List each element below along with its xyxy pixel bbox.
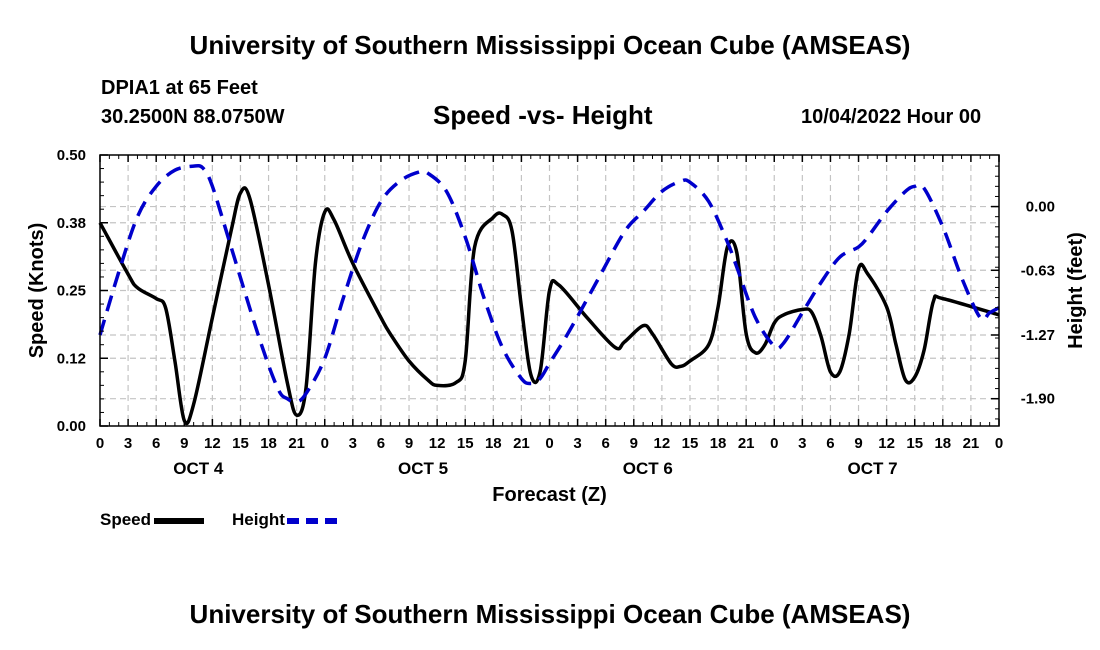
x-tick-label: 3 [573,435,581,452]
footer-title: University of Southern Mississippi Ocean… [189,599,911,629]
x-tick-label: 0 [770,435,778,452]
x-tick-label: 18 [934,435,951,452]
day-label: OCT 6 [623,459,673,478]
x-tick-label: 21 [288,435,305,452]
legend-speed-line-icon [154,517,205,524]
x-tick-label: 6 [826,435,834,452]
x-tick-label: 12 [654,435,671,452]
y-left-tick-label: 0.38 [57,215,86,232]
y-right-tick-label: 0.00 [1026,199,1055,216]
series-line-height [98,163,1000,404]
x-tick-label: 0 [96,435,104,452]
y-left-tick-label: 0.25 [57,283,86,300]
x-tick-label: 0 [545,435,553,452]
day-label: OCT 4 [173,459,224,478]
series-layer [98,163,1000,426]
y-right-tick-label: -1.27 [1021,327,1055,344]
legend-speed: Speed [100,510,205,530]
forecast-run-time: 10/04/2022 Hour 00 [801,106,982,128]
legend-height: Height [232,510,337,530]
x-tick-label: 6 [602,435,610,452]
x-tick-label: 3 [349,435,357,452]
x-tick-label: 9 [180,435,188,452]
station-coordinates: 30.2500N 88.0750W [101,106,285,128]
chart-title: Speed -vs- Height [433,100,653,130]
day-label: OCT 5 [398,459,448,478]
x-tick-label: 21 [513,435,530,452]
y-right-tick-label: -0.63 [1021,262,1055,279]
series-line-speed [98,186,1000,426]
day-label: OCT 7 [848,459,898,478]
legend-height-label: Height [232,510,285,529]
x-tick-label: 3 [798,435,806,452]
x-tick-label: 21 [738,435,755,452]
x-tick-label: 15 [232,435,249,452]
x-tick-label: 12 [429,435,446,452]
x-tick-label: 15 [682,435,699,452]
x-tick-label: 12 [204,435,221,452]
x-tick-label: 6 [377,435,385,452]
station-name: DPIA1 at 65 Feet [101,77,258,99]
x-tick-label: 9 [405,435,413,452]
x-tick-label: 15 [906,435,923,452]
axes: 0 3 6 9 12 15 18 21 0 3 6 9 12 15 18 21 0 3 6 9 12 15 18 21 0 3 6 9… [26,147,1087,506]
x-axis-label: Forecast (Z) [492,484,606,506]
x-tick-label: 3 [124,435,132,452]
y-right-axis-label: Height (feet) [1065,232,1087,349]
y-left-axis-label: Speed (Knots) [26,223,48,359]
x-tick-label: 12 [878,435,895,452]
x-tick-label: 18 [260,435,277,452]
page-title: University of Southern Mississippi Ocean… [189,30,911,60]
x-tick-label: 21 [963,435,980,452]
x-tick-label: 18 [485,435,502,452]
y-left-tick-label: 0.00 [57,418,86,435]
x-tick-label: 9 [630,435,638,452]
x-tick-label: 0 [995,435,1003,452]
y-left-tick-label: 0.50 [57,147,86,164]
x-tick-label: 18 [710,435,727,452]
x-tick-label: 6 [152,435,160,452]
y-left-tick-label: 0.12 [57,350,86,367]
legend-height-line-icon [286,517,337,524]
x-tick-label: 9 [854,435,862,452]
y-right-tick-label: -1.90 [1021,391,1055,408]
x-tick-label: 15 [457,435,474,452]
grid [100,155,999,426]
x-tick-label: 0 [321,435,329,452]
legend-speed-label: Speed [100,510,152,529]
